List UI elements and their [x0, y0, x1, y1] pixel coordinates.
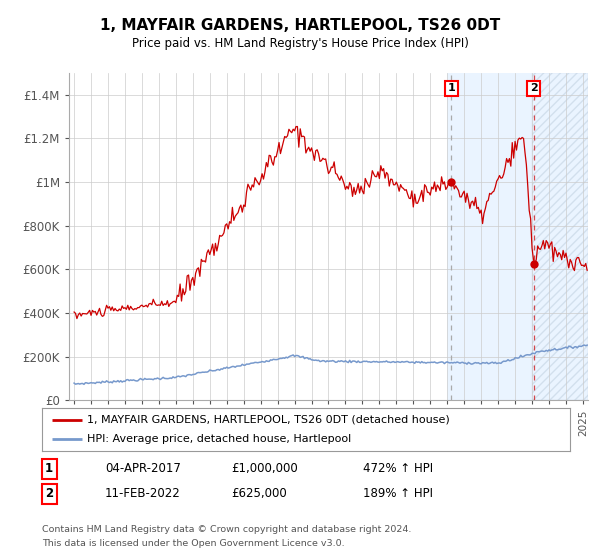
Text: 189% ↑ HPI: 189% ↑ HPI: [363, 487, 433, 501]
Text: This data is licensed under the Open Government Licence v3.0.: This data is licensed under the Open Gov…: [42, 539, 344, 548]
Bar: [532, 73, 588, 400]
Bar: [447, 73, 588, 400]
Text: £625,000: £625,000: [231, 487, 287, 501]
Text: 1, MAYFAIR GARDENS, HARTLEPOOL, TS26 0DT (detached house): 1, MAYFAIR GARDENS, HARTLEPOOL, TS26 0DT…: [87, 415, 449, 424]
Text: 04-APR-2017: 04-APR-2017: [105, 462, 181, 475]
Text: 2: 2: [530, 83, 538, 93]
Text: 1, MAYFAIR GARDENS, HARTLEPOOL, TS26 0DT: 1, MAYFAIR GARDENS, HARTLEPOOL, TS26 0DT: [100, 18, 500, 32]
Text: Price paid vs. HM Land Registry's House Price Index (HPI): Price paid vs. HM Land Registry's House …: [131, 37, 469, 50]
Text: Contains HM Land Registry data © Crown copyright and database right 2024.: Contains HM Land Registry data © Crown c…: [42, 525, 412, 534]
Text: HPI: Average price, detached house, Hartlepool: HPI: Average price, detached house, Hart…: [87, 435, 351, 444]
Text: 2: 2: [45, 487, 53, 501]
Text: £1,000,000: £1,000,000: [231, 462, 298, 475]
Text: 472% ↑ HPI: 472% ↑ HPI: [363, 462, 433, 475]
Text: 11-FEB-2022: 11-FEB-2022: [105, 487, 181, 501]
Text: 1: 1: [448, 83, 455, 93]
Text: 1: 1: [45, 462, 53, 475]
